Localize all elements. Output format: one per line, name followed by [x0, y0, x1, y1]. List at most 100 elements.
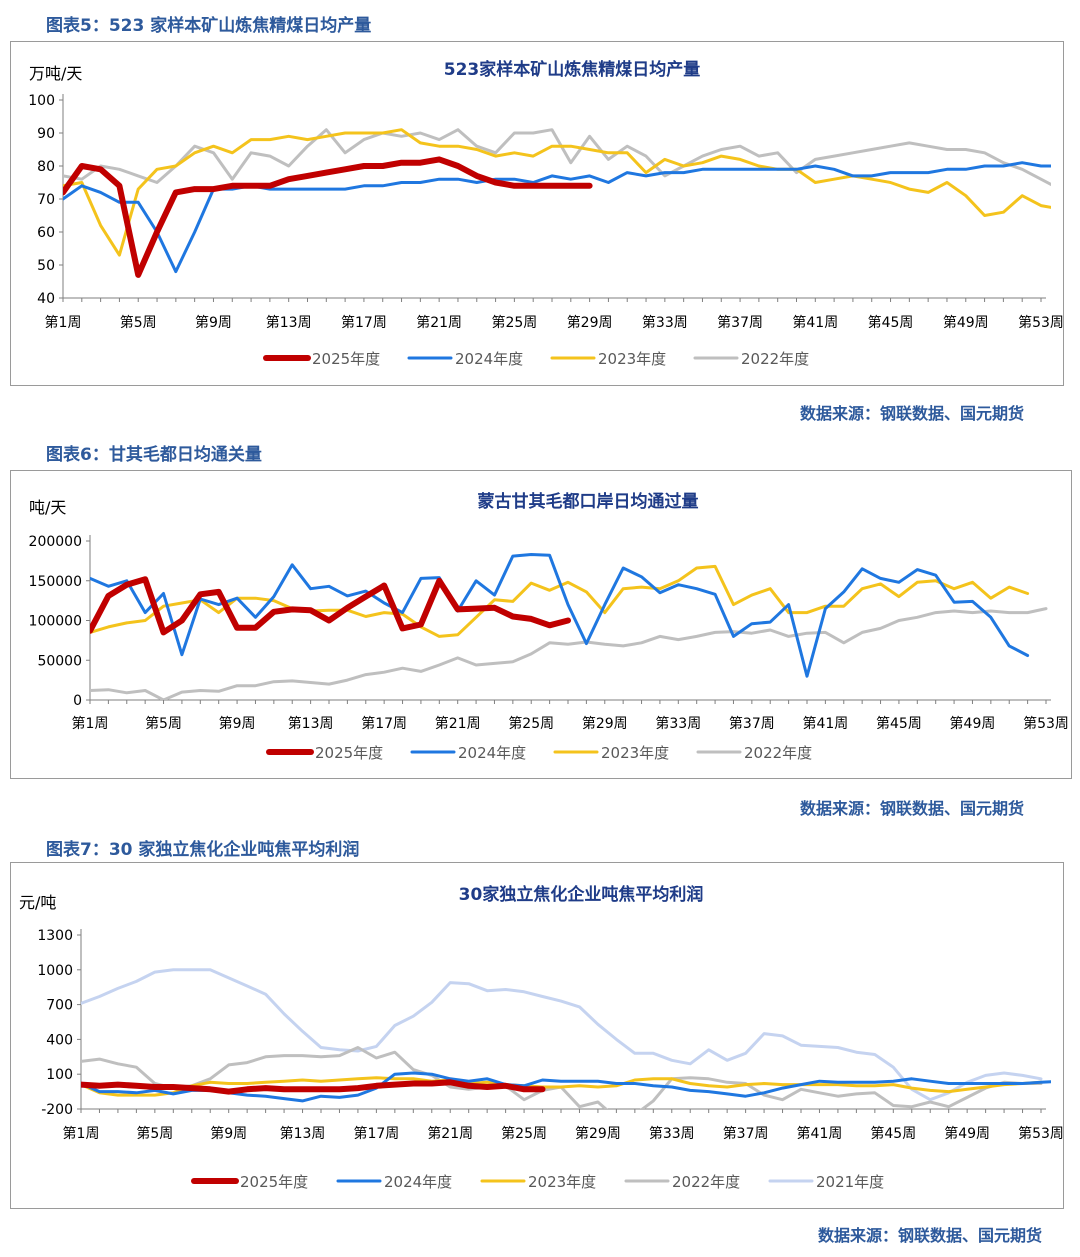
y-tick-label: 80 — [37, 159, 55, 175]
y-tick-label: 400 — [46, 1032, 73, 1048]
source-note-2: 数据来源：钢联数据、国元期货 — [799, 799, 1024, 818]
x-tick-label: 第1周 — [72, 715, 109, 732]
figure-title-2: 图表6：甘其毛都日均通关量 — [46, 445, 262, 465]
y-axis-label: 吨/天 — [29, 498, 66, 517]
chart-svg-1: 523家样本矿山炼焦精煤日均产量 万吨/天 40 50 60 70 80 90 100 第1周 第5… — [28, 59, 1064, 368]
series-line-2024 — [63, 161, 1051, 274]
legend-label-2025: 2025年度 — [312, 350, 380, 368]
x-tick-label: 第25周 — [501, 1125, 547, 1142]
chart-box-2: 蒙古甘其毛都口岸日均通过量 吨/天 0 50000 100000 150000 200000… — [10, 470, 1072, 779]
series-line-2022 — [63, 128, 1051, 187]
x-tick-label: 第9周 — [195, 314, 232, 331]
source-note-1: 数据来源：钢联数据、国元期货 — [799, 404, 1024, 423]
y-tick-label: -200 — [41, 1102, 73, 1118]
x-tick-label: 第5周 — [145, 715, 182, 732]
x-tick-label: 第37周 — [723, 1125, 769, 1142]
y-tick-label: 100000 — [29, 614, 82, 630]
x-tick-label: 第29周 — [567, 314, 613, 331]
x-tick-label: 第45周 — [868, 314, 914, 331]
legend-label-2022: 2022年度 — [744, 744, 812, 762]
x-tick-label: 第41周 — [792, 314, 838, 331]
y-tick-label: 0 — [73, 693, 82, 709]
series-line-2025 — [81, 1079, 546, 1095]
x-tick-label: 第41周 — [797, 1125, 843, 1142]
y-tick-label: 100 — [46, 1067, 73, 1083]
y-tick-label: 700 — [46, 998, 73, 1014]
x-tick-label: 第25周 — [508, 715, 554, 732]
y-axis-label: 万吨/天 — [29, 64, 82, 83]
x-tick-label: 第5周 — [136, 1125, 173, 1142]
y-tick-label: 90 — [37, 126, 55, 142]
x-tick-label: 第17周 — [341, 314, 387, 331]
x-tick-label: 第37周 — [729, 715, 775, 732]
series-line-2024 — [81, 1071, 1051, 1103]
x-tick-label: 第17周 — [353, 1125, 399, 1142]
legend-label-2024: 2024年度 — [384, 1173, 452, 1191]
figure-title-3: 图表7：30 家独立焦化企业吨焦平均利润 — [46, 840, 360, 860]
chart-box-1: 523家样本矿山炼焦精煤日均产量 万吨/天 40 50 60 70 80 90 100 第1周 第5… — [10, 41, 1064, 386]
legend-label-2023: 2023年度 — [598, 350, 666, 368]
chart-box-3: 30家独立焦化企业吨焦平均利润 元/吨 -200 100 400 700 1000 1300 第… — [10, 862, 1064, 1209]
x-tick-label: 第53周 — [1018, 1125, 1063, 1142]
chart-title: 蒙古甘其毛都口岸日均通过量 — [478, 491, 699, 512]
series-line-2022 — [90, 607, 1048, 700]
x-tick-label: 第45周 — [870, 1125, 916, 1142]
x-tick-label: 第1周 — [63, 1125, 100, 1142]
x-tick-label: 第33周 — [649, 1125, 695, 1142]
series-line-2023 — [90, 564, 1030, 638]
x-tick-label: 第53周 — [1018, 314, 1063, 331]
x-tick-label: 第49周 — [944, 1125, 990, 1142]
x-tick-label: 第45周 — [876, 715, 922, 732]
legend-label-2021: 2021年度 — [816, 1173, 884, 1191]
y-tick-label: 60 — [37, 225, 55, 241]
x-tick-label: 第41周 — [802, 715, 848, 732]
legend-label-2025: 2025年度 — [315, 744, 383, 762]
figure-title-1: 图表5：523 家样本矿山炼焦精煤日均产量 — [46, 16, 372, 36]
series-line-2025 — [63, 156, 593, 278]
x-tick-label: 第37周 — [717, 314, 763, 331]
series-line-2023 — [63, 128, 1051, 257]
x-tick-label: 第9周 — [210, 1125, 247, 1142]
x-tick-label: 第13周 — [266, 314, 312, 331]
chart-svg-3: 30家独立焦化企业吨焦平均利润 元/吨 -200 100 400 700 1000 1300 第… — [19, 884, 1064, 1191]
series-line-2023 — [81, 1076, 1043, 1097]
series-line-2024 — [90, 553, 1030, 678]
y-tick-label: 1000 — [37, 963, 73, 979]
x-tick-label: 第21周 — [416, 314, 462, 331]
legend-label-2025: 2025年度 — [240, 1173, 308, 1191]
x-tick-label: 第9周 — [219, 715, 256, 732]
x-tick-label: 第29周 — [575, 1125, 621, 1142]
legend-label-2024: 2024年度 — [455, 350, 523, 368]
y-axis-label: 元/吨 — [19, 893, 56, 912]
x-tick-label: 第21周 — [435, 715, 481, 732]
x-tick-label: 第1周 — [45, 314, 82, 331]
chart-svg-2: 蒙古甘其毛都口岸日均通过量 吨/天 0 50000 100000 150000 200000… — [29, 491, 1069, 762]
x-tick-label: 第49周 — [950, 715, 996, 732]
x-tick-label: 第33周 — [642, 314, 688, 331]
source-note-3: 数据来源：钢联数据、国元期货 — [817, 1226, 1042, 1245]
series-line-2025 — [90, 576, 571, 636]
chart-title: 523家样本矿山炼焦精煤日均产量 — [444, 59, 701, 80]
y-tick-label: 40 — [37, 291, 55, 307]
legend-label-2024: 2024年度 — [458, 744, 526, 762]
x-tick-label: 第13周 — [280, 1125, 326, 1142]
series-line-2021 — [81, 968, 1043, 1102]
x-tick-label: 第33周 — [655, 715, 701, 732]
x-tick-label: 第13周 — [288, 715, 334, 732]
legend-label-2022: 2022年度 — [672, 1173, 740, 1191]
chart-title: 30家独立焦化企业吨焦平均利润 — [459, 884, 704, 905]
legend-label-2022: 2022年度 — [741, 350, 809, 368]
y-tick-label: 150000 — [29, 574, 82, 590]
legend-label-2023: 2023年度 — [601, 744, 669, 762]
y-tick-label: 200000 — [29, 534, 82, 550]
x-tick-label: 第53周 — [1023, 715, 1069, 732]
x-tick-label: 第29周 — [582, 715, 628, 732]
y-tick-label: 70 — [37, 192, 55, 208]
y-tick-label: 100 — [28, 93, 55, 109]
x-tick-label: 第17周 — [361, 715, 407, 732]
x-tick-label: 第49周 — [943, 314, 989, 331]
legend-label-2023: 2023年度 — [528, 1173, 596, 1191]
y-tick-label: 50000 — [37, 653, 82, 669]
y-tick-label: 50 — [37, 258, 55, 274]
x-tick-label: 第21周 — [427, 1125, 473, 1142]
